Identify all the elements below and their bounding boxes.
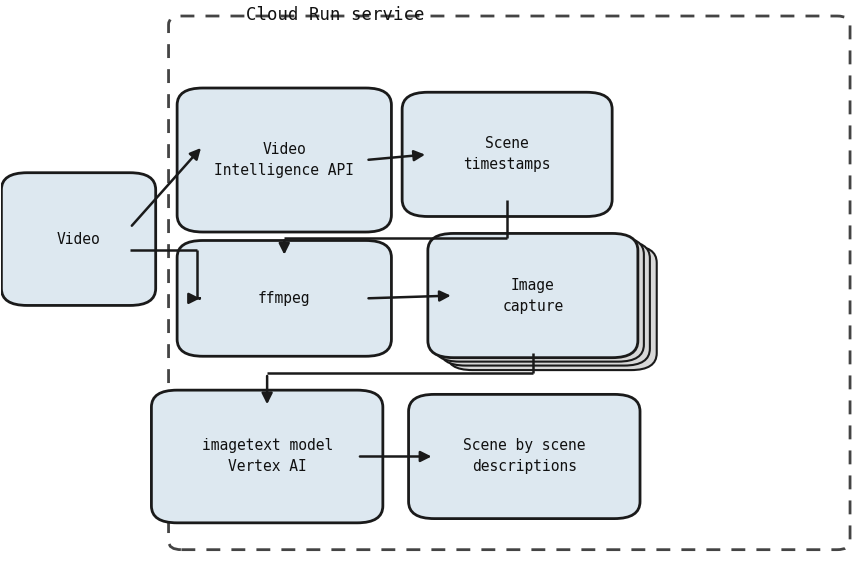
Text: Image
capture: Image capture [502, 278, 563, 314]
FancyBboxPatch shape [169, 16, 850, 550]
FancyBboxPatch shape [2, 173, 156, 306]
Text: Cloud Run service: Cloud Run service [246, 6, 424, 24]
FancyBboxPatch shape [177, 88, 391, 232]
FancyBboxPatch shape [428, 233, 638, 358]
FancyBboxPatch shape [402, 92, 612, 216]
FancyBboxPatch shape [446, 246, 657, 370]
Text: Video
Intelligence API: Video Intelligence API [214, 142, 354, 178]
Text: Scene by scene
descriptions: Scene by scene descriptions [463, 438, 586, 474]
Text: Scene
timestamps: Scene timestamps [464, 136, 551, 172]
Text: ffmpeg: ffmpeg [258, 291, 310, 306]
FancyBboxPatch shape [177, 240, 391, 356]
FancyBboxPatch shape [151, 390, 383, 523]
Text: Video: Video [57, 232, 101, 247]
FancyBboxPatch shape [408, 394, 640, 519]
FancyBboxPatch shape [433, 237, 644, 362]
FancyBboxPatch shape [439, 241, 650, 366]
Text: imagetext model
Vertex AI: imagetext model Vertex AI [201, 438, 333, 474]
